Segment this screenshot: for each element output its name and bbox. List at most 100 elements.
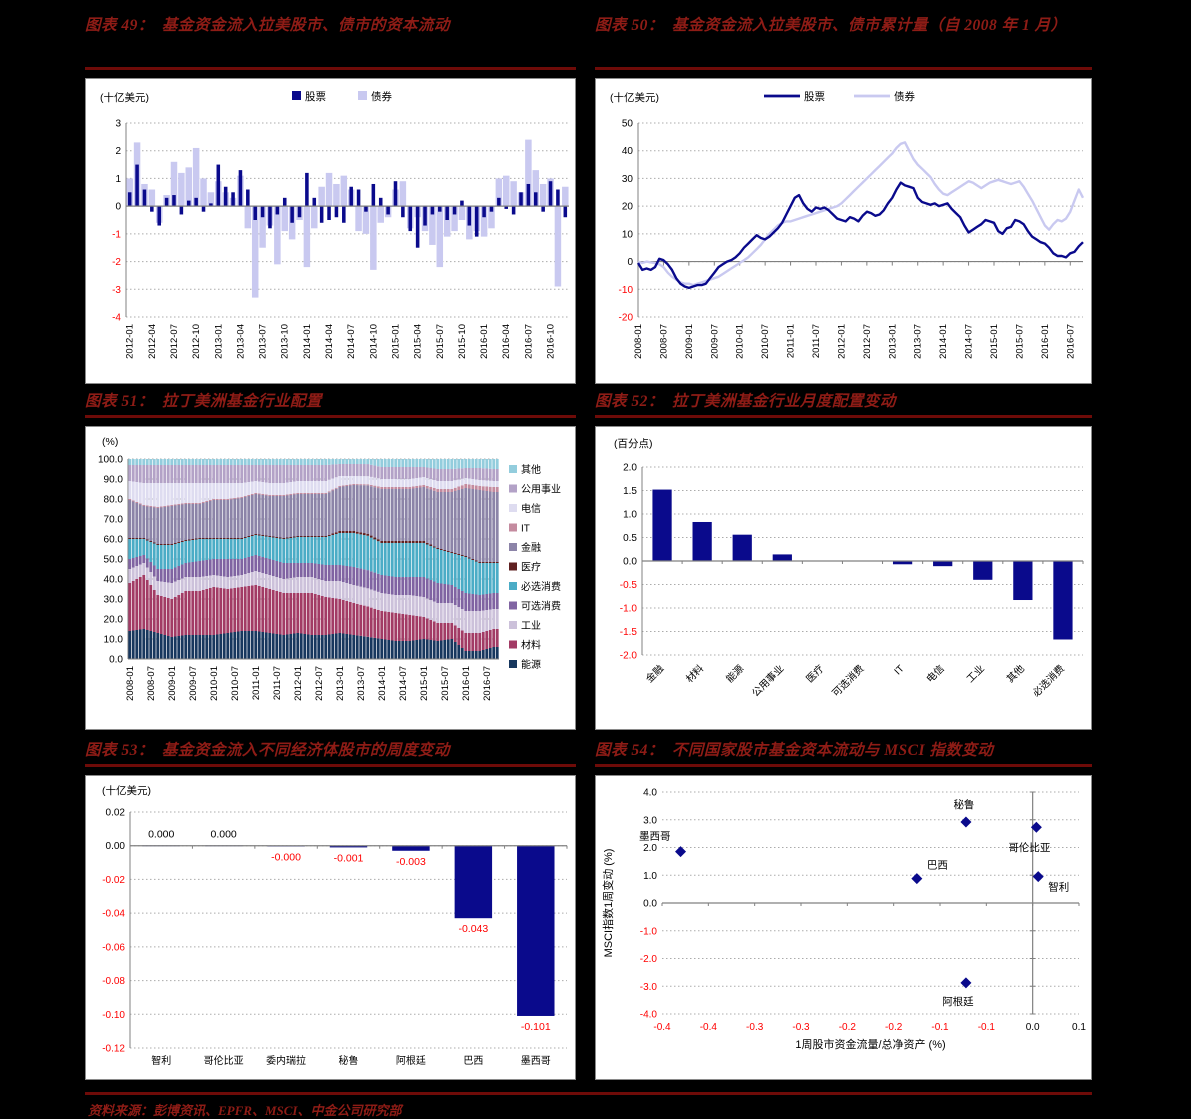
svg-text:70.0: 70.0 — [104, 515, 124, 526]
svg-text:材料: 材料 — [521, 639, 541, 652]
svg-text:2014-01: 2014-01 — [377, 666, 388, 701]
svg-text:80.0: 80.0 — [104, 495, 124, 506]
title-divider — [595, 67, 1092, 70]
svg-text:2014-07: 2014-07 — [964, 324, 975, 359]
svg-text:30: 30 — [622, 174, 634, 185]
svg-text:1周股市资金流量/总净资产 (%): 1周股市资金流量/总净资产 (%) — [795, 1037, 945, 1051]
svg-text:1.0: 1.0 — [643, 871, 657, 882]
svg-text:医疗: 医疗 — [521, 561, 541, 574]
svg-text:-0.1: -0.1 — [931, 1022, 949, 1033]
figures-row-3: 图表 53： 基金资金流入不同经济体股市的周度变动 0.02 0.00 -0.02 -0… — [85, 739, 1191, 1080]
svg-text:2014-10: 2014-10 — [368, 324, 379, 359]
svg-text:其他: 其他 — [521, 463, 541, 476]
svg-text:2012-07: 2012-07 — [169, 324, 180, 359]
figure-53-label: 图表 53： — [85, 742, 154, 759]
svg-text:2008-01: 2008-01 — [633, 324, 644, 359]
svg-text:30.0: 30.0 — [104, 595, 124, 606]
chart-54-box: 4.0 3.0 2.0 1.0 0.0 -1.0 -2.0 -3.0 -4.0 -0.4 -0.4-… — [595, 775, 1092, 1080]
svg-text:2009-07: 2009-07 — [188, 666, 199, 701]
svg-text:-1.5: -1.5 — [620, 627, 638, 638]
svg-text:哥伦比亚: 哥伦比亚 — [1008, 841, 1050, 854]
svg-text:-0.3: -0.3 — [746, 1022, 764, 1033]
svg-text:哥伦比亚: 哥伦比亚 — [204, 1054, 244, 1067]
svg-text:2014-01: 2014-01 — [302, 324, 313, 359]
svg-text:2015-01: 2015-01 — [419, 666, 430, 701]
svg-text:2016-10: 2016-10 — [546, 324, 557, 359]
svg-text:巴西: 巴西 — [463, 1055, 483, 1067]
svg-text:阿根廷: 阿根廷 — [942, 995, 974, 1008]
figure-51: 图表 51： 拉丁美洲基金行业配置 100.0 90.0 80.0 70.0 60.0 50… — [85, 390, 576, 730]
svg-text:1.0: 1.0 — [623, 510, 637, 521]
svg-text:60.0: 60.0 — [104, 535, 124, 546]
svg-text:1.5: 1.5 — [623, 486, 637, 497]
svg-text:-0.02: -0.02 — [102, 875, 125, 886]
figure-50-title: 图表 50： 基金资金流入拉美股市、债市累计量（自 2008 年 1 月） — [595, 14, 1092, 66]
svg-text:2010-07: 2010-07 — [760, 324, 771, 359]
svg-text:-0.003: -0.003 — [396, 856, 426, 868]
svg-text:2012-01: 2012-01 — [293, 666, 304, 701]
svg-text:必选消费: 必选消费 — [521, 580, 561, 593]
svg-text:2013-01: 2013-01 — [213, 324, 224, 359]
svg-text:公用事业: 公用事业 — [749, 662, 786, 699]
svg-text:电信: 电信 — [923, 662, 946, 685]
svg-text:材料: 材料 — [683, 662, 706, 685]
svg-text:2015-07: 2015-07 — [435, 324, 446, 359]
svg-text:2016-07: 2016-07 — [1065, 324, 1076, 359]
figure-51-label: 图表 51： — [85, 393, 154, 410]
svg-text:可选消费: 可选消费 — [521, 600, 561, 613]
svg-text:-0.06: -0.06 — [102, 942, 125, 953]
title-divider — [595, 764, 1092, 767]
title-divider — [595, 415, 1092, 418]
svg-text:2014-07: 2014-07 — [398, 666, 409, 701]
svg-text:2010-01: 2010-01 — [209, 666, 220, 701]
svg-text:2008-01: 2008-01 — [125, 666, 136, 701]
svg-text:0.0: 0.0 — [623, 557, 637, 568]
svg-text:2016-01: 2016-01 — [479, 324, 490, 359]
chart-53-box: 0.02 0.00 -0.02 -0.04 -0.06 -0.08 -0.10 -0.12 0.… — [85, 775, 576, 1080]
svg-text:0.0: 0.0 — [1026, 1022, 1040, 1033]
svg-text:2016-04: 2016-04 — [501, 324, 512, 359]
svg-text:-0.101: -0.101 — [521, 1021, 551, 1033]
svg-text:40.0: 40.0 — [104, 575, 124, 586]
figure-54-title-text: 不同国家股市基金资本流动与 MSCI 指数变动 — [671, 742, 994, 759]
svg-text:2013-07: 2013-07 — [258, 324, 269, 359]
svg-text:智利: 智利 — [151, 1054, 171, 1067]
svg-text:委内瑞拉: 委内瑞拉 — [266, 1054, 306, 1067]
svg-text:-4.0: -4.0 — [640, 1010, 658, 1021]
svg-text:-0.3: -0.3 — [792, 1022, 810, 1033]
svg-text:股票: 股票 — [305, 91, 326, 103]
svg-text:巴西: 巴西 — [927, 860, 948, 872]
svg-text:能源: 能源 — [521, 658, 541, 671]
figure-52: 图表 52： 拉丁美洲基金行业月度配置变动 2.0 1.5 1.0 0.5 0.0 -0.5… — [595, 390, 1092, 730]
svg-text:40: 40 — [622, 146, 634, 157]
svg-text:公用事业: 公用事业 — [521, 483, 561, 496]
chart-49-box: 3 2 1 0 -1 -2 -3 -4 2012-01 2012-04 2012-07 2012-10… — [85, 78, 576, 384]
svg-text:债券: 债券 — [894, 90, 915, 103]
svg-text:-0.4: -0.4 — [700, 1022, 718, 1033]
svg-text:其他: 其他 — [1004, 662, 1027, 685]
title-divider — [85, 415, 576, 418]
svg-text:50: 50 — [622, 119, 634, 130]
chart-49-canvas: 3 2 1 0 -1 -2 -3 -4 2012-01 2012-04 2012-07 2012-10… — [100, 90, 569, 359]
svg-text:可选消费: 可选消费 — [829, 662, 866, 699]
svg-text:-2: -2 — [112, 257, 121, 268]
svg-text:2010-01: 2010-01 — [735, 324, 746, 359]
svg-text:-1: -1 — [112, 229, 121, 240]
svg-text:2011-07: 2011-07 — [272, 666, 283, 700]
figure-49-title: 图表 49： 基金资金流入拉美股市、债市的资本流动 — [85, 14, 576, 66]
svg-text:100.0: 100.0 — [98, 455, 123, 466]
svg-text:(%): (%) — [102, 436, 118, 448]
svg-text:2.0: 2.0 — [643, 843, 657, 854]
svg-text:0.0: 0.0 — [109, 655, 123, 666]
svg-text:2009-07: 2009-07 — [709, 324, 720, 359]
svg-text:2015-01: 2015-01 — [989, 324, 1000, 359]
svg-text:IT: IT — [893, 663, 907, 677]
svg-text:(十亿美元): (十亿美元) — [610, 91, 659, 104]
svg-text:-0.2: -0.2 — [885, 1022, 903, 1033]
svg-text:-0.5: -0.5 — [620, 580, 638, 591]
svg-text:债券: 债券 — [371, 90, 392, 103]
figure-52-title-text: 拉丁美洲基金行业月度配置变动 — [671, 393, 896, 410]
footer-divider — [85, 1092, 1092, 1095]
svg-text:-0.043: -0.043 — [458, 923, 488, 935]
